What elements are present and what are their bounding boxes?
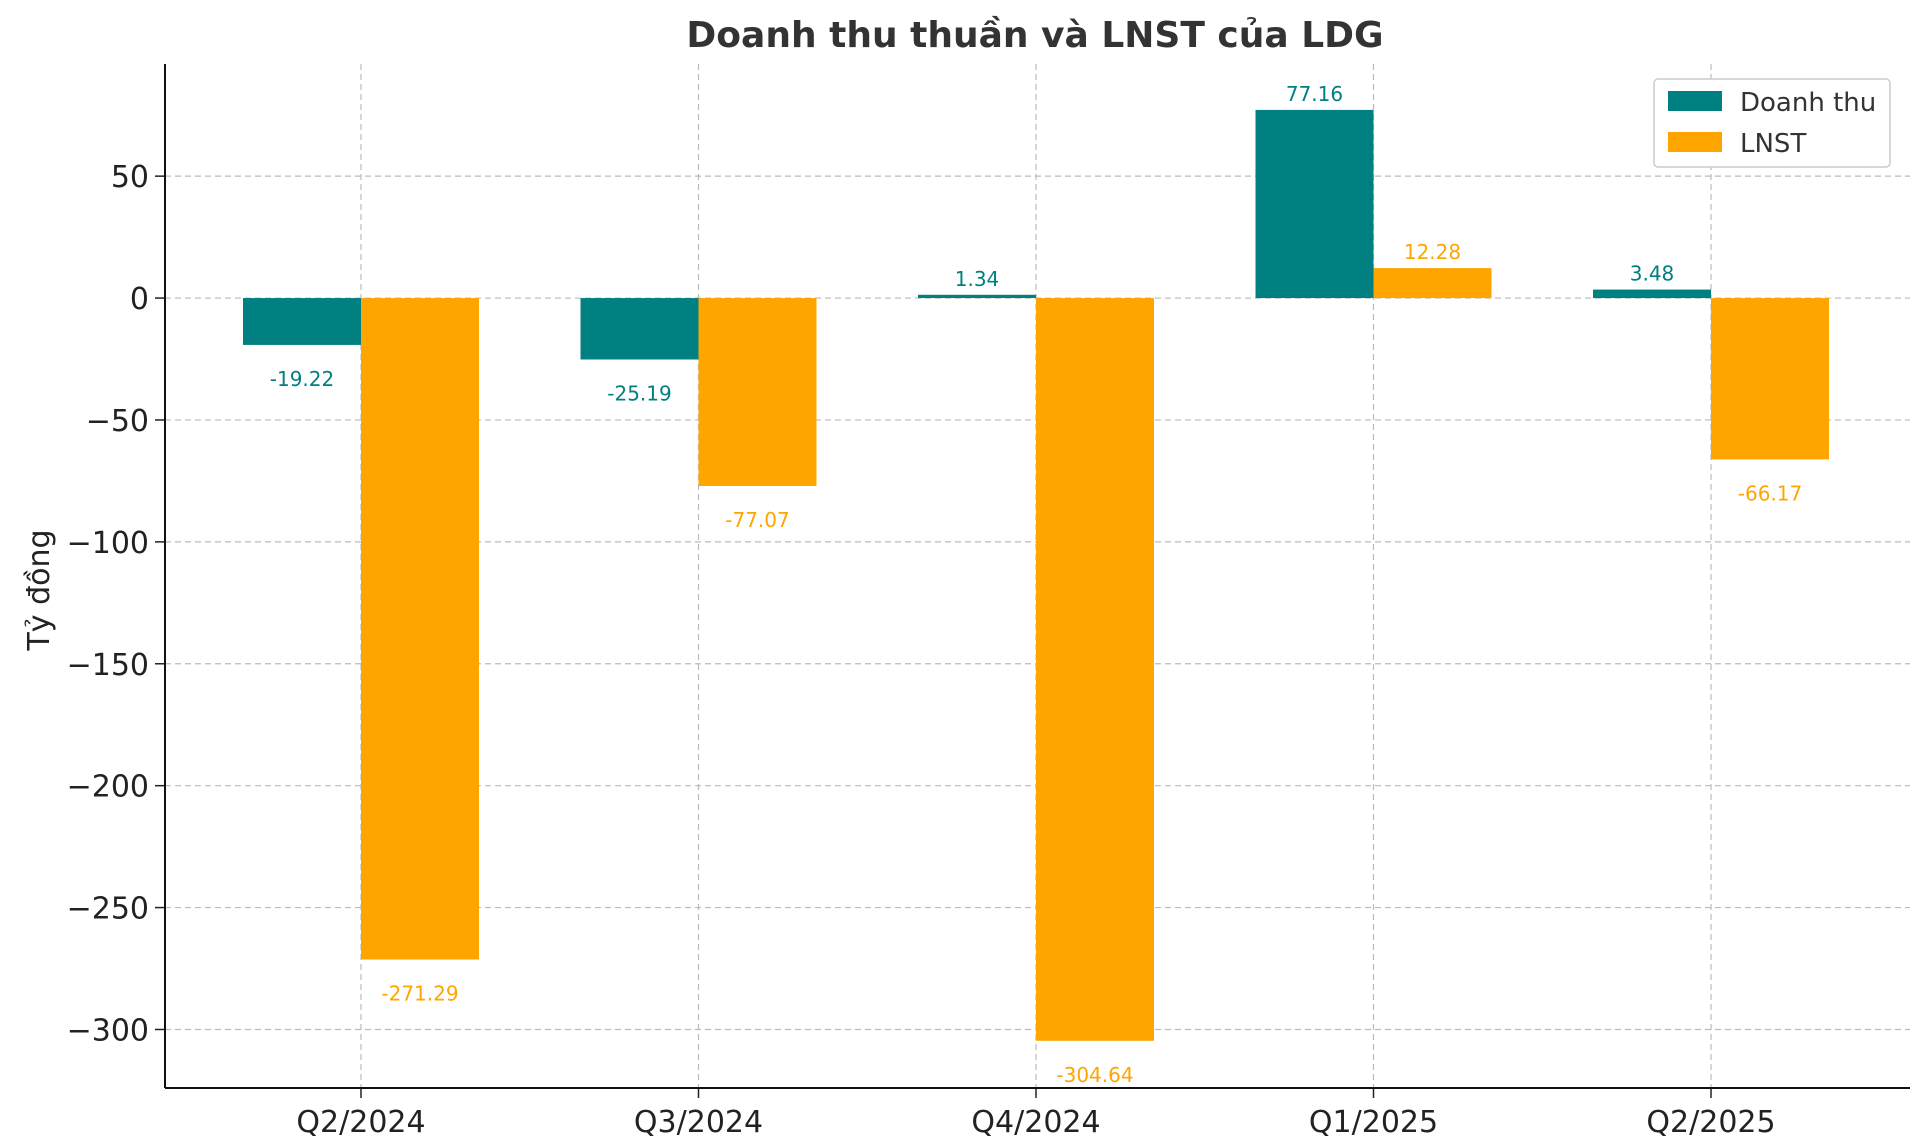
y-tick-label: −100 xyxy=(67,526,149,561)
bar-doanh-thu xyxy=(243,298,361,345)
bars xyxy=(243,109,1829,1041)
bar-doanh-thu xyxy=(580,298,699,360)
bar-lnst xyxy=(698,298,817,486)
data-labels: -19.22 -25.19 1.34 77.16 3.48 -271.29 -77.07 -3… xyxy=(270,82,1802,1087)
bar-lnst xyxy=(1373,268,1492,299)
x-tick-label: Q4/2024 xyxy=(971,1105,1100,1140)
y-tick-label: −150 xyxy=(67,648,149,683)
y-tick-label: −50 xyxy=(86,404,149,439)
data-label: 1.34 xyxy=(955,267,1000,291)
bar-lnst xyxy=(361,298,479,960)
legend-label-doanh-thu: Doanh thu xyxy=(1740,88,1876,118)
bar-doanh-thu xyxy=(918,294,1036,299)
data-label: 12.28 xyxy=(1404,240,1461,264)
x-tick-label: Q2/2025 xyxy=(1646,1105,1775,1140)
data-label: 3.48 xyxy=(1630,262,1675,286)
y-tick-label: 0 xyxy=(130,282,149,317)
chart-title: Doanh thu thuần và LNST của LDG xyxy=(686,15,1383,56)
data-label: -271.29 xyxy=(381,981,458,1005)
bar-lnst xyxy=(1036,298,1154,1041)
legend-swatch-doanh-thu xyxy=(1668,91,1722,111)
data-label: -25.19 xyxy=(607,381,671,405)
bar-doanh-thu xyxy=(1255,109,1374,299)
data-label: -77.07 xyxy=(725,508,789,532)
y-tick-label: −200 xyxy=(67,770,149,805)
y-tick-label: −300 xyxy=(67,1013,149,1048)
legend-swatch-lnst xyxy=(1668,132,1722,152)
x-tick-label: Q2/2024 xyxy=(296,1105,425,1140)
axes: 50 0 −50 −100 −150 −200 −250 −300 Q2/2024 Q3/2024… xyxy=(67,64,1910,1140)
legend: Doanh thu LNST xyxy=(1653,78,1891,168)
data-label: -19.22 xyxy=(270,367,334,391)
x-tick-label: Q1/2025 xyxy=(1309,1105,1438,1140)
y-tick-label: −250 xyxy=(67,892,149,927)
x-tick-label: Q3/2024 xyxy=(634,1105,763,1140)
y-axis-label: Tỷ đồng xyxy=(22,529,57,651)
legend-label-lnst: LNST xyxy=(1740,129,1806,159)
data-label: -304.64 xyxy=(1056,1063,1133,1087)
bar-doanh-thu xyxy=(1593,289,1711,299)
bar-lnst xyxy=(1711,298,1829,460)
y-tick-label: 50 xyxy=(111,160,149,195)
data-label: -66.17 xyxy=(1738,481,1802,505)
data-label: 77.16 xyxy=(1286,82,1343,106)
